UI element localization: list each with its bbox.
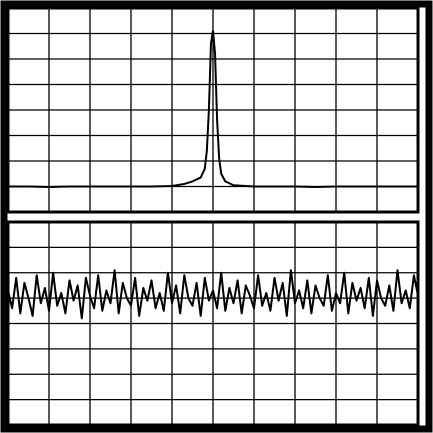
trace — [8, 29, 418, 189]
panel-frame — [6, 6, 420, 214]
panel-frame — [6, 220, 420, 427]
trace — [7, 269, 419, 320]
